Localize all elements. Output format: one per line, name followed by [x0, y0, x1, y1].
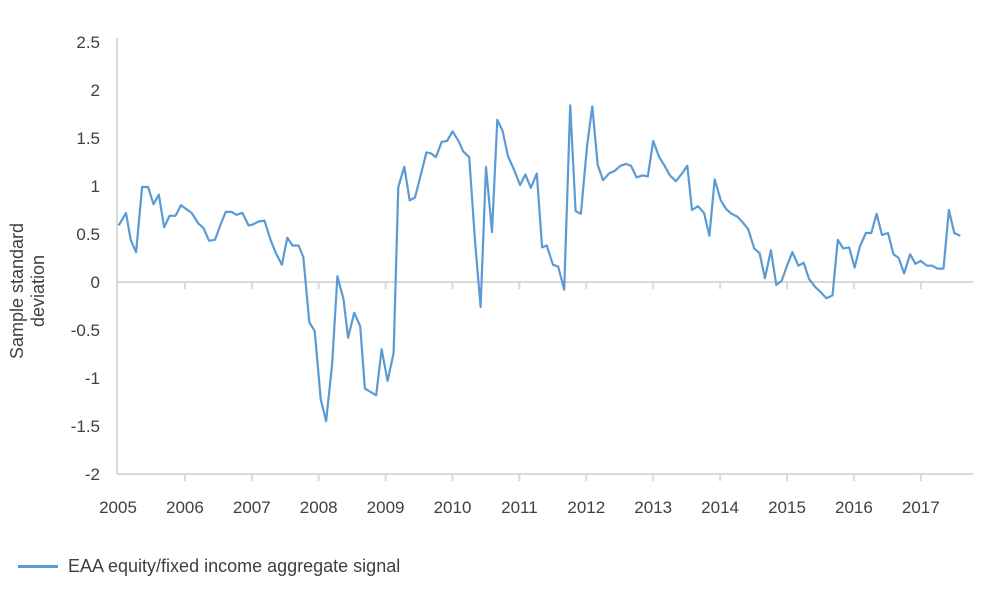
y-tick-label: 2.5 — [76, 33, 100, 52]
x-tick-label: 2010 — [434, 498, 472, 517]
y-axis-label: Sample standard deviation — [7, 222, 48, 360]
y-tick-label: -1.5 — [71, 417, 100, 436]
y-tick-labels: 2.5 2 1.5 1 0.5 0 -0.5 -1 -1.5 -2 — [71, 33, 100, 484]
legend: EAA equity/fixed income aggregate signal — [18, 556, 400, 577]
x-tick-label: 2005 — [99, 498, 137, 517]
legend-label: EAA equity/fixed income aggregate signal — [68, 556, 401, 576]
y-tick-label: 0 — [91, 273, 100, 292]
series-line — [117, 104, 961, 423]
x-tick-label: 2008 — [300, 498, 338, 517]
x-tick-labels: 2005 2006 2007 2008 2009 2010 2011 2012 2013 2014… — [99, 498, 940, 517]
y-tick-label: -0.5 — [71, 321, 100, 340]
axes — [116, 38, 973, 481]
y-tick-label: 1.5 — [76, 129, 100, 148]
legend-swatch — [18, 565, 58, 568]
y-tick-label: -1 — [85, 369, 100, 388]
x-tick-label: 2016 — [835, 498, 873, 517]
y-tick-label: 0.5 — [76, 225, 100, 244]
y-tick-label: 1 — [91, 177, 100, 196]
y-tick-label: 2 — [91, 81, 100, 100]
x-tick-label: 2015 — [768, 498, 806, 517]
series-layer — [117, 104, 961, 423]
x-tick-label: 2009 — [367, 498, 405, 517]
x-tick-label: 2012 — [567, 498, 605, 517]
x-tick-label: 2014 — [701, 498, 739, 517]
x-tick-label: 2011 — [501, 498, 538, 517]
x-tick-label: 2017 — [902, 498, 940, 517]
x-tick-label: 2006 — [166, 498, 204, 517]
x-tick-label: 2007 — [233, 498, 271, 517]
y-tick-label: -2 — [85, 465, 100, 484]
x-tick-label: 2013 — [634, 498, 672, 517]
